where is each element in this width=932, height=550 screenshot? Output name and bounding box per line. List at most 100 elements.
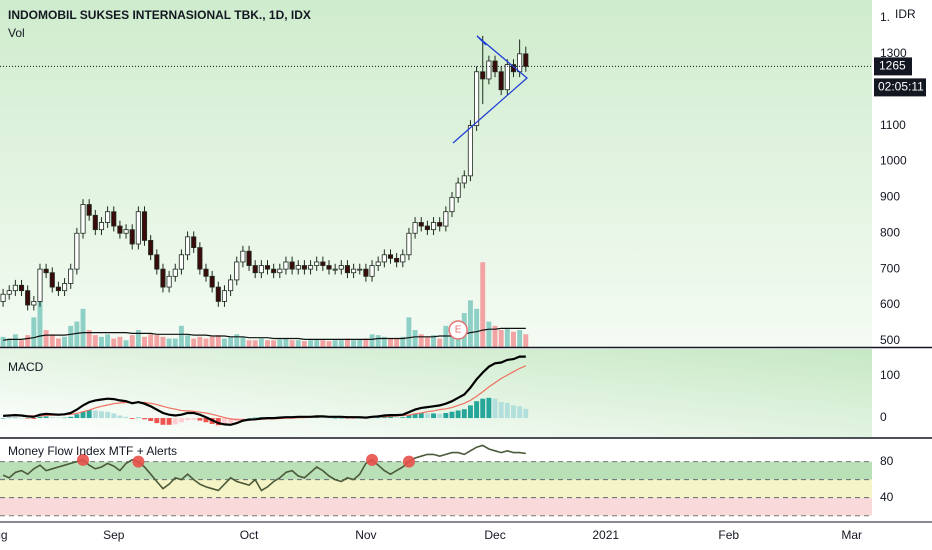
y-tick-label: 500 [880, 333, 900, 347]
last-price-label: 1265 [879, 59, 906, 73]
y-tick-label: 600 [880, 297, 900, 311]
macd-histogram-bar [129, 418, 135, 419]
volume-bar [400, 336, 406, 347]
volume-bar [381, 336, 387, 347]
volume-bar [62, 336, 68, 347]
candle-body [271, 268, 277, 274]
volume-bar [406, 317, 412, 347]
macd-histogram-bar [517, 406, 523, 419]
y-tick-label: 900 [880, 190, 900, 204]
candle-body [203, 268, 209, 277]
volume-bar [80, 308, 86, 347]
volume-bar [283, 338, 289, 347]
macd-pane [0, 349, 872, 437]
macd-histogram-bar [400, 417, 406, 419]
candle-body [86, 204, 92, 216]
volume-bar [197, 336, 203, 347]
candle-body [74, 232, 80, 270]
volume-bar [160, 336, 166, 347]
candle-body [504, 64, 510, 91]
volume-bar [19, 340, 24, 347]
volume-bar [351, 340, 357, 347]
macd-histogram-bar [461, 409, 467, 419]
macd-histogram-bar [492, 398, 498, 419]
volume-bar [277, 339, 283, 347]
candle-body [68, 268, 74, 284]
macd-histogram-bar [375, 417, 381, 419]
macd-histogram-bar [406, 415, 412, 419]
candle-body [357, 268, 363, 271]
volume-bar [105, 334, 111, 347]
volume-bar [99, 336, 104, 347]
candle-body [430, 222, 437, 231]
mfi-band [0, 461, 872, 480]
macd-histogram-bar [160, 418, 166, 425]
volume-bar [111, 338, 117, 347]
mfi-line [2, 444, 526, 492]
volume-bar [474, 308, 480, 347]
candle-body [215, 286, 221, 302]
macd-histogram-bar [55, 417, 61, 419]
macd-histogram-bar [31, 418, 37, 419]
candle-body [166, 275, 172, 288]
candle-body [418, 222, 424, 227]
macd-histogram-bar [221, 418, 227, 425]
volume-bar [480, 262, 486, 347]
macd-histogram-bar [449, 411, 455, 419]
volume-bar [117, 336, 123, 347]
macd-histogram-bar [185, 418, 191, 421]
x-tick-label: 2021 [592, 528, 619, 542]
volume-bar [449, 330, 455, 347]
candle-body [80, 204, 86, 234]
y-tick-label: 800 [880, 225, 900, 239]
candle-body [363, 268, 369, 277]
macd-histogram-bar [504, 402, 510, 419]
volume-bar [129, 335, 135, 347]
y-tick-label: 40 [880, 490, 894, 504]
mfi-band [0, 479, 872, 498]
volume-bar [68, 325, 74, 347]
macd-histogram-bar [394, 417, 400, 419]
volume-bar [332, 340, 338, 347]
candle-body [240, 250, 246, 263]
macd-histogram-bar [86, 410, 92, 419]
volume-bar [203, 338, 209, 347]
macd-histogram-bar [117, 415, 123, 419]
macd-histogram-bar [320, 417, 326, 419]
volume-bar [135, 330, 141, 347]
volume-bar [74, 321, 80, 347]
mfi-band [0, 497, 872, 516]
volume-bar [289, 340, 295, 347]
layer: E [0, 35, 872, 517]
y-tick-label: 1100 [880, 118, 906, 132]
candle-body [0, 293, 6, 302]
macd-histogram-bar [431, 413, 436, 419]
x-tick-label: Dec [484, 528, 505, 542]
macd-histogram-bar [381, 416, 387, 419]
macd-histogram-bar [246, 418, 252, 419]
x-tick-label: Mar [841, 528, 862, 542]
candle-body [117, 225, 123, 234]
macd-line [3, 355, 526, 426]
macd-histogram-bar [388, 416, 393, 419]
volume-bar [246, 340, 252, 347]
volume-bar [418, 334, 424, 347]
y-tick-label: 1. [880, 10, 890, 24]
volume-bar [25, 335, 31, 347]
macd-histogram-bar [443, 413, 449, 419]
volume-bar [221, 338, 227, 347]
y-tick-label: 0 [880, 410, 887, 424]
macd-histogram-bar [486, 397, 492, 419]
volume-bar [37, 279, 43, 347]
candle-body [412, 222, 418, 234]
mfi-alert [132, 455, 145, 468]
macd-histogram-bar [326, 418, 332, 419]
macd-histogram-bar [148, 418, 154, 421]
y-tick-label: 100 [880, 368, 900, 382]
price-pane [0, 0, 872, 347]
candle-body [135, 211, 141, 245]
candle-body [307, 265, 314, 270]
candle-body [258, 265, 264, 274]
volume-bar [252, 340, 258, 347]
